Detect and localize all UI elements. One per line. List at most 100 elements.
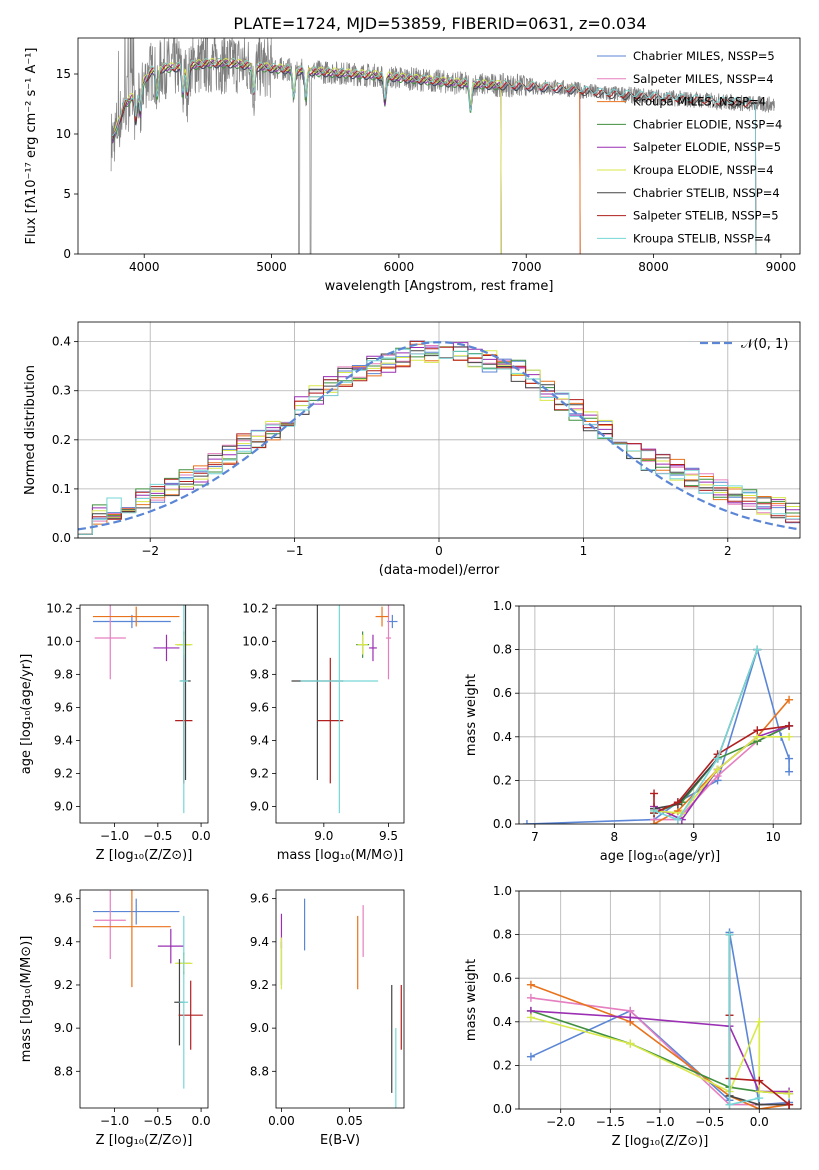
plot-area — [526, 928, 794, 1109]
y-tick-label: 9.6 — [250, 892, 269, 906]
y-tick-label: 0.6 — [493, 686, 512, 700]
errorbar-kroupa-miles — [375, 606, 389, 627]
legend-entry: Chabrier STELIB, NSSP=4 — [633, 186, 780, 200]
legend-entry: Salpeter STELIB, NSSP=5 — [633, 209, 779, 223]
x-tick-label: 2 — [724, 544, 732, 558]
y-tick-label: 1.0 — [493, 599, 512, 613]
y-tick-label: 0.2 — [493, 773, 512, 787]
x-tick-label: −0.5 — [143, 829, 172, 843]
model-spectrum-chabrier-stelib — [111, 61, 757, 254]
y-tick-label: 9.2 — [250, 766, 269, 780]
x-tick-label: 1 — [580, 544, 588, 558]
x-tick-label: 0 — [435, 544, 443, 558]
x-axis-label: Z [log₁₀(Z/Z⊙)] — [96, 848, 193, 863]
y-tick-label: 0.4 — [493, 1015, 512, 1029]
plot-residuals: −2 −1 0 1 2 0.0 0.1 0.2 0.3 0.4 (data-model)/error… — [23, 321, 801, 578]
plot-mass-vs-Z: −1.0 −0.5 0.0 8.8 9.0 9.2 9.4 9.6 Z [log₁₀(Z/Z⊙)… — [19, 889, 211, 1148]
x-tick-label: 0.0 — [750, 1115, 769, 1129]
y-tick-label: 9.4 — [250, 733, 269, 747]
y-axis-label: mass weight — [464, 674, 479, 756]
errorbar-kroupa-stelib — [300, 605, 379, 814]
y-tick-label: 1.0 — [493, 884, 512, 898]
residual-legend: 𝒩(0, 1) — [700, 337, 788, 352]
legend-entry: Kroupa STELIB, NSSP=4 — [633, 231, 771, 245]
axes-frame — [275, 889, 405, 1109]
x-tick-label: −1.0 — [100, 1114, 129, 1128]
plot-area — [110, 38, 775, 254]
plot-spectrum: 4000 5000 6000 7000 8000 9000 0 5 10 15 wavelength… — [24, 37, 801, 294]
model-spectrum-kroupa-stelib — [112, 57, 757, 254]
y-tick-label: 10 — [56, 127, 71, 141]
weight-series-kroupa-stelib — [725, 930, 764, 1109]
legend-entry: Chabrier MILES, NSSP=5 — [633, 49, 775, 63]
errorbar-kroupa-miles — [92, 606, 180, 627]
y-tick-label: 9.4 — [54, 733, 73, 747]
x-axis-label: mass [log₁₀(M/M⊙)] — [277, 848, 404, 863]
axes-frame — [79, 604, 209, 824]
x-tick-label: 9.5 — [379, 829, 398, 843]
x-tick-label: 9000 — [766, 260, 797, 274]
plot-weight-vs-Z: −2.0 −1.5 −1.0 −0.5 0.0 0.0 0.2 0.4 0.6 0.8 1.0 Z [… — [464, 884, 802, 1149]
y-tick-label: 10.2 — [46, 601, 73, 615]
y-tick-label: 10.0 — [46, 634, 73, 648]
legend-entry: Kroupa ELODIE, NSSP=4 — [633, 163, 774, 177]
y-tick-label: 10.0 — [242, 634, 269, 648]
x-axis-label: Z [log₁₀(Z/Z⊙)] — [612, 1134, 709, 1149]
x-tick-label: −0.5 — [143, 1114, 172, 1128]
y-tick-label: 9.6 — [54, 892, 73, 906]
plot-area — [291, 605, 398, 814]
axes-frame — [79, 889, 209, 1109]
y-tick-label: 9.0 — [54, 1021, 73, 1035]
errorbar-kroupa-stelib — [179, 915, 189, 1089]
y-tick-label: 15 — [56, 67, 71, 81]
axes-frame — [275, 604, 405, 824]
normal-curve — [78, 341, 800, 531]
x-tick-label: −1 — [286, 544, 304, 558]
weight-line — [526, 646, 790, 824]
x-tick-label: −1.0 — [645, 1115, 674, 1129]
plot-area — [280, 898, 402, 1108]
x-axis-label: E(B-V) — [320, 1133, 360, 1148]
x-tick-label: 0.00 — [268, 1114, 295, 1128]
weight-series-kroupa-miles — [650, 695, 794, 824]
plot-age-vs-mass: 9.0 9.5 9.0 9.2 9.4 9.6 9.8 10.0 10.2 mass [log₁₀… — [242, 601, 405, 863]
errorbar-salpeter-stelib — [178, 980, 203, 1050]
x-tick-label: −1.0 — [100, 829, 129, 843]
figure-title: PLATE=1724, MJD=53859, FIBERID=0631, z=0… — [233, 14, 646, 33]
x-tick-label: 8000 — [638, 260, 669, 274]
legend-entry: Chabrier ELODIE, NSSP=4 — [633, 117, 782, 131]
y-tick-label: 0.0 — [52, 531, 71, 545]
weight-series-kroupa-stelib — [650, 645, 762, 824]
y-tick-label: 0.4 — [52, 335, 71, 349]
y-axis-label: Normed distribution — [23, 365, 38, 495]
y-tick-label: 0.0 — [493, 817, 512, 831]
x-axis-label: age [log₁₀(age/yr)] — [600, 849, 721, 864]
y-tick-label: 0.3 — [52, 384, 71, 398]
y-tick-label: 9.2 — [54, 978, 73, 992]
y-tick-label: 8.8 — [250, 1064, 269, 1078]
legend-entry: 𝒩(0, 1) — [741, 337, 788, 352]
x-axis-label: (data-model)/error — [379, 563, 500, 578]
y-axis-label: age [log₁₀(age/yr)] — [19, 654, 34, 775]
x-tick-label: 5000 — [256, 260, 287, 274]
errorbar-kroupa-miles — [92, 890, 171, 988]
errorbar-salpeter-elodie — [157, 928, 184, 964]
y-tick-label: 9.0 — [54, 799, 73, 813]
y-tick-label: 8.8 — [54, 1064, 73, 1078]
plot-area — [78, 340, 800, 538]
y-tick-label: 9.6 — [54, 700, 73, 714]
y-tick-label: 0 — [63, 247, 71, 261]
x-axis-label: Z [log₁₀(Z/Z⊙)] — [96, 1133, 193, 1148]
plot-weight-vs-age: 7 8 9 10 0.0 0.2 0.4 0.6 0.8 1.0 age [log₁₀(age/yr… — [464, 599, 802, 864]
x-tick-label: −0.5 — [695, 1115, 724, 1129]
y-axis-label: mass weight — [464, 959, 479, 1041]
y-tick-label: 0.0 — [493, 1102, 512, 1116]
y-tick-label: 9.0 — [250, 1021, 269, 1035]
x-tick-label: 9 — [690, 830, 698, 844]
x-tick-label: 7 — [531, 830, 539, 844]
x-tick-label: 0.0 — [192, 1114, 211, 1128]
y-axis-label: Flux [fλ10⁻¹⁷ erg cm⁻² s⁻¹ A⁻¹] — [24, 48, 39, 245]
legend-entry: Kroupa MILES, NSSP=4 — [633, 95, 766, 109]
x-tick-label: 6000 — [384, 260, 415, 274]
